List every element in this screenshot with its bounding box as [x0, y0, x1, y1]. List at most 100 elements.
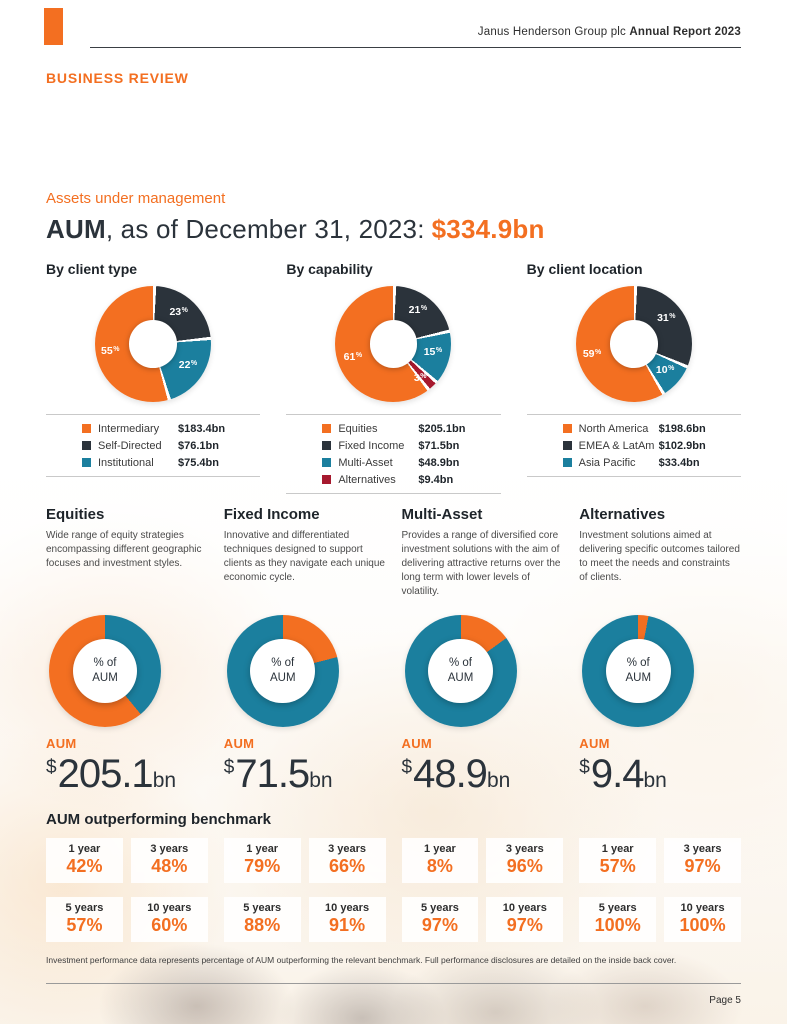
footnote: Investment performance data represents p… — [46, 955, 677, 965]
legend-label: North America — [578, 422, 649, 435]
performance-card: 1 year 79% — [223, 838, 301, 883]
aum-value: $205.1bn — [46, 752, 208, 797]
chart-legend: Intermediary $183.4bn Self-Directed $76.1b… — [46, 414, 261, 477]
slice-pct: 31 — [657, 312, 669, 325]
legend-value: $198.6bn — [658, 422, 706, 435]
legend-swatch — [562, 424, 572, 433]
legend-swatch — [322, 475, 332, 484]
percent-sign: % — [181, 306, 188, 314]
slice-pct: 23 — [169, 305, 182, 318]
chart-legend: Equities $205.1bn Fixed Income $71.5bn Mul… — [286, 414, 501, 494]
legend-swatch — [322, 458, 332, 467]
performance-card: 3 years 97% — [664, 838, 741, 883]
chart-column-capability: By capability 61% 21% 15% 3% Equities $20… — [286, 261, 501, 494]
performance-card: 1 year 42% — [46, 838, 123, 883]
page-content: Janus Henderson Group plc Annual Report … — [44, 8, 741, 965]
performance-period: 10 years — [502, 902, 547, 914]
aum-value: $71.5bn — [224, 752, 386, 797]
slice-label: 23% — [169, 306, 187, 318]
performance-period: 5 years — [420, 902, 459, 914]
legend-item: Equities $205.1bn — [286, 420, 500, 437]
performance-card: 10 years 100% — [664, 897, 741, 942]
slice-pct: 15 — [423, 346, 436, 359]
performance-period: 5 years — [598, 902, 637, 914]
percent-sign: % — [190, 359, 198, 367]
performance-value: 48% — [151, 856, 188, 876]
legend-label: EMEA & LatAm — [578, 439, 655, 452]
performance-period: 3 years — [328, 843, 367, 855]
legend-label: Institutional — [98, 456, 154, 469]
performance-grid-alternatives: 1 year 57% 3 years 97% 5 years 100% 10 year… — [579, 838, 741, 942]
pct-of-aum-donut: % of AUM — [404, 615, 517, 727]
performance-value: 100% — [594, 915, 641, 935]
donut-wrap: 59% 31% 10% — [527, 277, 741, 410]
aum-amount: 48.9 — [413, 752, 488, 796]
section-label: BUSINESS REVIEW — [46, 70, 189, 86]
aum-label: AUM — [223, 736, 255, 751]
legend-value: $76.1bn — [178, 439, 219, 452]
capability-name: Fixed Income — [223, 506, 320, 523]
performance-value: 42% — [66, 856, 103, 876]
aum-amount: 9.4 — [590, 752, 645, 796]
performance-card: 10 years 97% — [486, 897, 564, 942]
aum-breakdown-charts: By client type 55% 23% 22% Intermediary $… — [46, 261, 741, 494]
aum-value: $48.9bn — [402, 752, 564, 797]
capability-description: Provides a range of diversified core inv… — [401, 530, 561, 597]
performance-value: 97% — [684, 856, 721, 876]
donut-wrap: 55% 23% 22% — [46, 277, 260, 410]
chart-title: By client type — [46, 261, 138, 277]
percent-sign: % — [113, 345, 120, 353]
center-line1: % of — [93, 657, 117, 670]
capability-column-equities: Equities Wide range of equity strategies… — [46, 506, 208, 797]
center-line1: % of — [271, 657, 295, 670]
legend-label: Fixed Income — [338, 439, 405, 452]
legend-item: Institutional $75.4bn — [46, 454, 260, 471]
aum-currency: $ — [401, 757, 413, 778]
performance-card: 1 year 57% — [579, 838, 657, 883]
performance-grid-multi-asset: 1 year 8% 3 years 96% 5 years 97% 10 years 9… — [401, 838, 564, 942]
performance-period: 3 years — [683, 843, 722, 855]
legend-swatch — [322, 424, 332, 433]
slice-pct: 59 — [582, 348, 595, 361]
performance-card: 1 year 8% — [401, 838, 479, 883]
donut-center-label: % of AUM — [605, 638, 671, 704]
aum-unit: bn — [309, 769, 333, 792]
percent-sign: % — [420, 372, 427, 380]
percent-sign: % — [420, 305, 428, 313]
performance-section: 1 year 42% 3 years 48% 5 years 57% 10 years… — [46, 838, 741, 942]
performance-period: 10 years — [325, 902, 370, 914]
slice-pct: 22 — [178, 358, 191, 371]
legend-value: $33.4bn — [658, 456, 700, 469]
capability-column-fixed-income: Fixed Income Innovative and differentiat… — [224, 506, 386, 797]
performance-value: 96% — [506, 856, 543, 876]
client-type-donut-chart: 55% 23% 22% — [95, 286, 212, 402]
performance-value: 57% — [599, 856, 636, 876]
slice-pct: 55 — [101, 344, 113, 357]
center-line1: % of — [626, 657, 650, 670]
chart-title: By capability — [286, 261, 373, 277]
legend-item: North America $198.6bn — [527, 420, 741, 437]
performance-period: 10 years — [680, 902, 725, 914]
capability-description: Investment solutions aimed at delivering… — [579, 530, 740, 583]
performance-grid-equities: 1 year 42% 3 years 48% 5 years 57% 10 years… — [46, 838, 208, 942]
title-aum: AUM — [46, 214, 106, 244]
client-location-donut-chart: 59% 31% 10% — [575, 286, 692, 402]
performance-card: 3 years 66% — [308, 838, 386, 883]
performance-value: 97% — [421, 915, 458, 935]
performance-value: 97% — [506, 915, 543, 935]
legend-item: Fixed Income $71.5bn — [286, 437, 500, 454]
aum-amount: 205.1 — [57, 752, 154, 796]
legend-swatch — [562, 458, 572, 467]
performance-period: 1 year — [68, 843, 101, 855]
slice-label: 59% — [583, 348, 601, 360]
performance-value: 57% — [66, 915, 103, 935]
performance-period: 10 years — [147, 902, 192, 914]
legend-value: $205.1bn — [418, 422, 466, 435]
performance-card: 10 years 91% — [308, 897, 386, 942]
capability-name: Multi-Asset — [401, 506, 483, 523]
percent-sign: % — [595, 349, 602, 357]
performance-card: 5 years 88% — [223, 897, 301, 942]
capability-column-multi-asset: Multi-Asset Provides a range of diversif… — [402, 506, 564, 797]
aum-currency: $ — [223, 757, 235, 778]
legend-item: Asia Pacific $33.4bn — [527, 454, 741, 471]
